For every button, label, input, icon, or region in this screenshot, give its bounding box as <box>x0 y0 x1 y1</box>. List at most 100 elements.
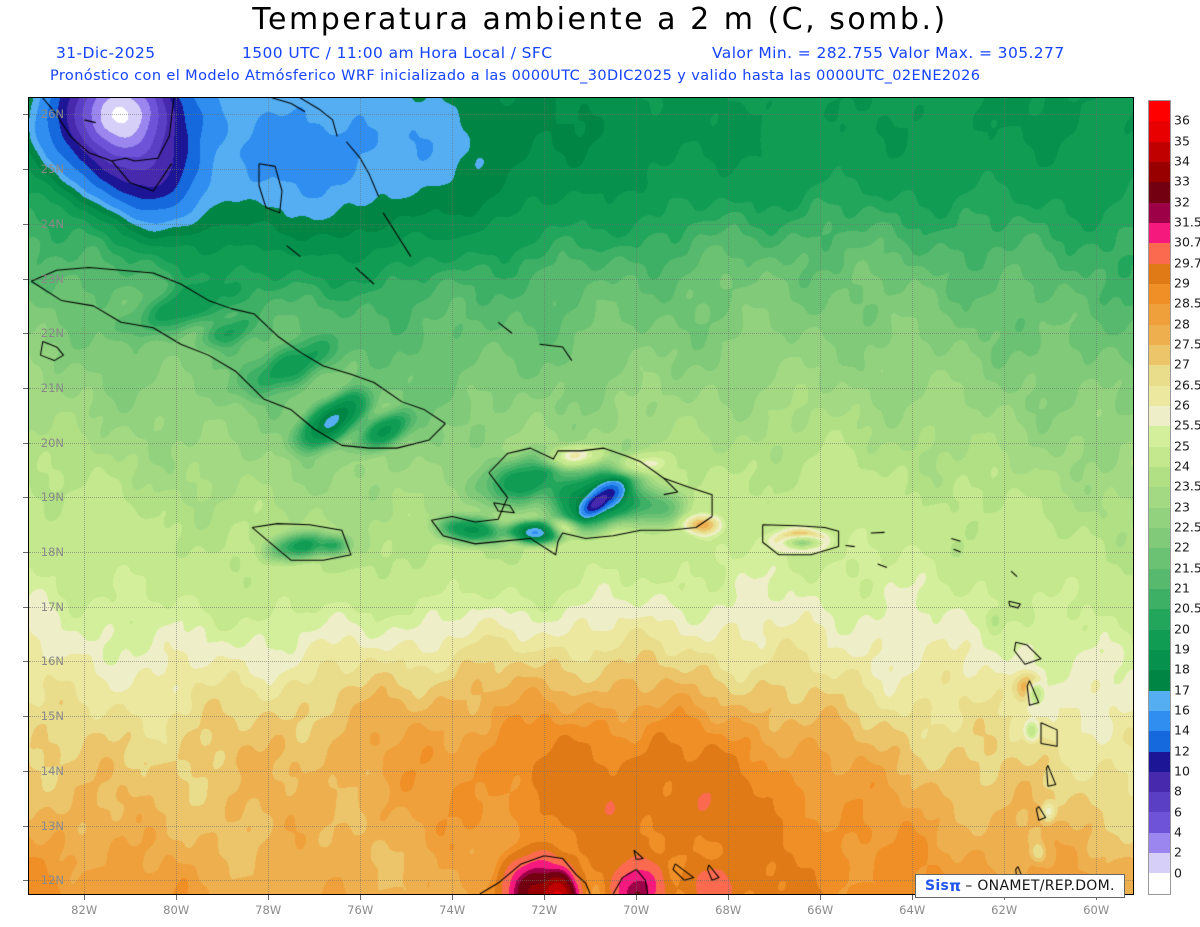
lat-tick-mark <box>23 278 28 280</box>
colorbar-value-label: 36 <box>1174 112 1190 128</box>
gridline-parallel <box>29 770 1133 772</box>
colorbar-value-label: 24 <box>1174 458 1190 474</box>
colorbar-value-label: 28 <box>1174 316 1190 332</box>
brand-name-label: Sis <box>925 878 950 894</box>
lon-tick-label: 62W <box>991 903 1018 917</box>
lon-tick-mark <box>268 895 270 900</box>
temperature-colorbar[interactable] <box>1148 100 1171 895</box>
colorbar-value-label: 32 <box>1174 194 1190 210</box>
colorbar-swatch <box>1149 507 1170 528</box>
colorbar-swatch <box>1149 649 1170 671</box>
colorbar-swatch <box>1149 670 1170 691</box>
gridline-parallel <box>29 442 1133 444</box>
lat-tick-label: 12N <box>40 873 64 888</box>
colorbar-swatch <box>1149 161 1170 183</box>
lat-tick-label: 18N <box>40 545 64 560</box>
colorbar-swatch <box>1149 853 1170 874</box>
lon-tick-label: 76W <box>347 903 374 917</box>
lon-tick-mark <box>912 895 914 900</box>
lon-tick-label: 72W <box>531 903 558 917</box>
lat-tick-mark <box>23 333 28 335</box>
colorbar-value-label: 6 <box>1174 804 1182 820</box>
colorbar-value-label: 17 <box>1174 682 1190 698</box>
lat-tick-mark <box>23 552 28 554</box>
gridline-parallel <box>29 716 1133 718</box>
lat-tick-mark <box>23 661 28 663</box>
colorbar-value-label: 27.5 <box>1174 336 1200 352</box>
colorbar-value-label: 21 <box>1174 580 1190 596</box>
lat-tick-mark <box>23 770 28 772</box>
colorbar-value-label: 25.5 <box>1174 417 1200 433</box>
colorbar-swatch <box>1149 243 1170 264</box>
lat-tick-mark <box>23 606 28 608</box>
gridline-parallel <box>29 552 1133 554</box>
lat-tick-label: 13N <box>40 818 64 833</box>
lat-tick-label: 26N <box>40 107 64 122</box>
colorbar-value-label: 14 <box>1174 722 1190 738</box>
colorbar-value-label: 26 <box>1174 397 1190 413</box>
lat-tick-label: 21N <box>40 380 64 395</box>
colorbar-value-label: 23.5 <box>1174 478 1200 494</box>
map-plot-area[interactable] <box>28 97 1134 895</box>
lat-tick-label: 14N <box>40 763 64 778</box>
colorbar-swatch <box>1149 812 1170 833</box>
colorbar-swatch <box>1149 588 1170 610</box>
colorbar-value-label: 18 <box>1174 661 1190 677</box>
gridline-parallel <box>29 223 1133 225</box>
lat-tick-label: 24N <box>40 216 64 231</box>
colorbar-tick-labels: 36 35 34 33 32 31.5 30.7 29.7 29 28.5 28 27.5 27 26.5… <box>1174 100 1200 895</box>
colorbar-swatch <box>1149 466 1170 488</box>
colorbar-value-label: 28.5 <box>1174 295 1200 311</box>
colorbar-swatch <box>1149 426 1170 447</box>
colorbar-swatch <box>1149 609 1170 630</box>
colorbar-swatch <box>1149 568 1170 589</box>
lat-tick-label: 15N <box>40 709 64 724</box>
chart-header: Temperatura ambiente a 2 m (C, somb.) 31… <box>0 0 1200 92</box>
colorbar-value-label: 25 <box>1174 438 1190 454</box>
lat-tick-mark <box>23 497 28 499</box>
lat-tick-label: 23N <box>40 271 64 286</box>
colorbar-swatch <box>1149 690 1170 711</box>
colorbar-swatch <box>1149 832 1170 854</box>
colorbar-swatch <box>1149 405 1170 427</box>
gridline-parallel <box>29 880 1133 882</box>
lat-tick-mark <box>23 223 28 225</box>
colorbar-swatch <box>1149 283 1170 305</box>
colorbar-value-label: 16 <box>1174 702 1190 718</box>
colorbar-swatch <box>1149 141 1170 162</box>
colorbar-value-label: 26.5 <box>1174 377 1200 393</box>
colorbar-swatch <box>1149 202 1170 223</box>
colorbar-value-label: 4 <box>1174 824 1182 840</box>
lat-tick-mark <box>23 169 28 171</box>
lat-tick-label: 17N <box>40 599 64 614</box>
lon-tick-label: 74W <box>439 903 466 917</box>
gridline-meridian <box>1004 98 1006 894</box>
model-description-label: Pronóstico con el Modelo Atmósferico WRF… <box>50 68 981 84</box>
gridline-meridian <box>1096 98 1098 894</box>
colorbar-swatch <box>1149 182 1170 203</box>
colorbar-value-label: 8 <box>1174 783 1182 799</box>
lon-tick-label: 70W <box>623 903 650 917</box>
gridline-meridian <box>728 98 730 894</box>
gridline-parallel <box>29 169 1133 171</box>
gridline-meridian <box>176 98 178 894</box>
colorbar-swatch <box>1149 873 1170 894</box>
colorbar-swatch <box>1149 101 1170 122</box>
page-title: Temperatura ambiente a 2 m (C, somb.) <box>252 2 948 37</box>
lon-tick-mark <box>636 895 638 900</box>
lat-tick-label: 25N <box>40 162 64 177</box>
colorbar-swatch <box>1149 365 1170 386</box>
gridline-meridian <box>452 98 454 894</box>
lon-tick-label: 82W <box>71 903 98 917</box>
lat-tick-label: 20N <box>40 435 64 450</box>
gridline-meridian <box>360 98 362 894</box>
colorbar-swatch <box>1149 629 1170 650</box>
colorbar-value-label: 30.7 <box>1174 234 1200 250</box>
colorbar-swatch <box>1149 731 1170 752</box>
colorbar-swatch <box>1149 324 1170 345</box>
gridline-parallel <box>29 661 1133 663</box>
lat-tick-mark <box>23 387 28 389</box>
colorbar-value-label: 31.5 <box>1174 214 1200 230</box>
lon-tick-label: 66W <box>807 903 834 917</box>
colorbar-swatch <box>1149 751 1170 772</box>
